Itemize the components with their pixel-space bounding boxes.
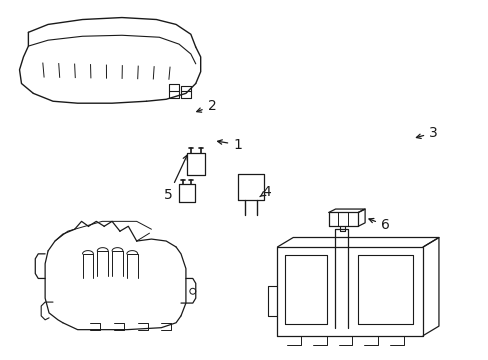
Text: 6: 6 xyxy=(368,218,389,232)
Text: 2: 2 xyxy=(196,99,216,113)
Text: 5: 5 xyxy=(164,155,187,202)
Text: 4: 4 xyxy=(260,185,271,199)
Text: 1: 1 xyxy=(217,138,242,152)
Text: 3: 3 xyxy=(416,126,437,140)
